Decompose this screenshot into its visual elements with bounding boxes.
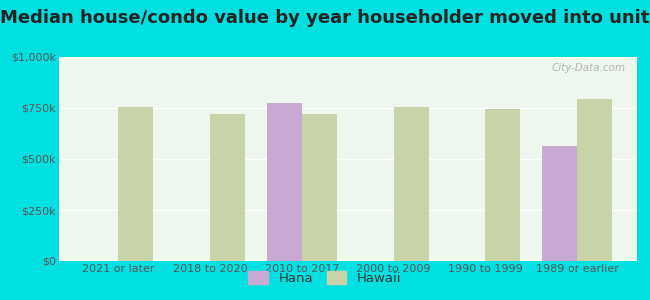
Bar [302,114,337,261]
Bar [486,109,521,261]
Bar [577,99,612,261]
Bar [267,103,302,261]
Bar [542,146,577,261]
Bar [210,114,245,261]
Legend: Hana, Hawaii: Hana, Hawaii [243,266,407,290]
Bar [394,107,428,261]
Text: Median house/condo value by year householder moved into unit: Median house/condo value by year househo… [0,9,650,27]
Bar [118,107,153,261]
Text: City-Data.com: City-Data.com [551,63,625,73]
